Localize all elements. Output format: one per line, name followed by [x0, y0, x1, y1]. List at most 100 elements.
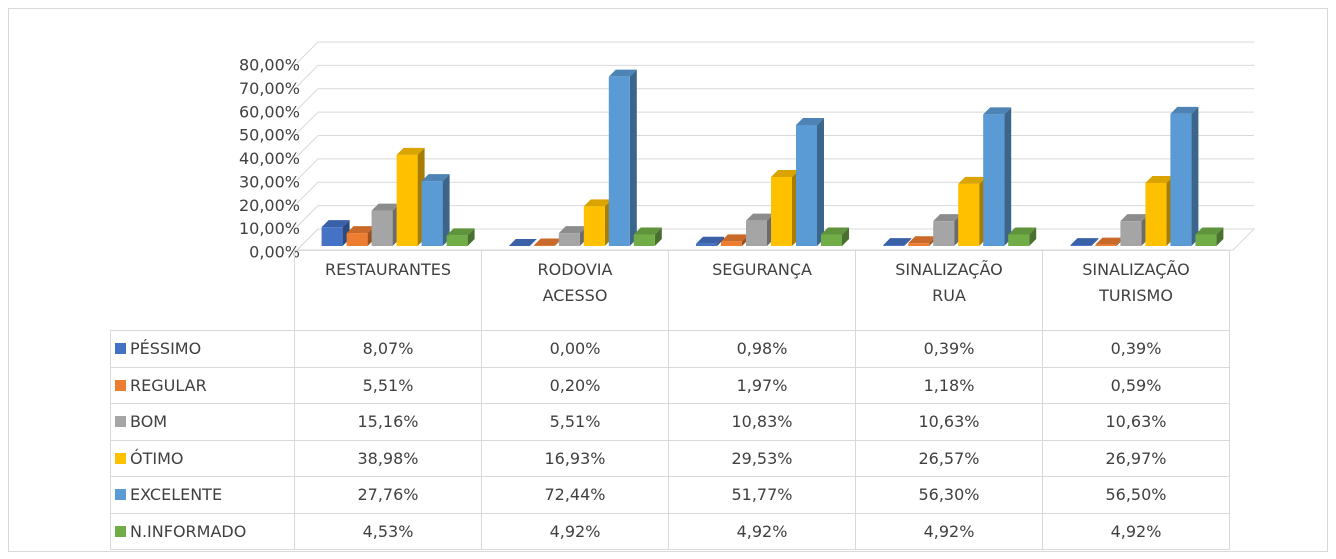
y-tick-label: 10,00%	[239, 219, 300, 238]
bar-top	[771, 169, 799, 177]
legend-label: REGULAR	[130, 375, 207, 395]
bar-side	[817, 117, 824, 246]
bar	[1170, 113, 1192, 247]
bar-side	[1091, 238, 1099, 246]
bar-top	[933, 214, 962, 222]
legend-swatch	[115, 416, 126, 428]
legend-swatch	[115, 452, 126, 464]
bar-top	[421, 174, 450, 182]
value-label: 0,39%	[1042, 330, 1230, 368]
bar-top	[583, 199, 612, 207]
series-row: PÉSSIMO 8,07% 0,00% 0,98% 0,39% 0,39%	[110, 330, 1230, 368]
value-label: 26,97%	[1042, 439, 1230, 477]
bar-top	[371, 203, 400, 211]
bar-top	[1170, 106, 1199, 114]
bar	[883, 245, 905, 246]
category-label: SEGURANÇA	[668, 250, 856, 331]
bar-top	[796, 117, 824, 125]
legend-swatch	[115, 343, 126, 355]
legend-swatch	[115, 525, 126, 537]
bar	[608, 76, 630, 246]
grid-line	[296, 181, 1254, 204]
grid-line	[296, 158, 1254, 181]
bar-side	[1191, 106, 1199, 247]
bar	[696, 243, 717, 246]
value-label: 4,92%	[668, 512, 856, 550]
bar-side	[1029, 227, 1037, 246]
value-label: 0,98%	[668, 330, 856, 368]
legend-label: N.INFORMADO	[130, 521, 247, 541]
header-row: RESTAURANTES RODOVIA ACESSO SEGURANÇA SINAL…	[110, 250, 1230, 331]
bar-top	[508, 239, 537, 246]
bar-top	[883, 238, 912, 246]
bar	[371, 210, 393, 246]
grid-line	[296, 88, 1254, 111]
value-label: 26,57%	[855, 439, 1043, 477]
bar	[1145, 182, 1167, 246]
value-label: 72,44%	[481, 476, 669, 514]
y-tick-label: 70,00%	[239, 79, 300, 98]
bar-top	[1095, 237, 1124, 245]
series-row: BOM 15,16% 5,51% 10,83% 10,63% 10,63%	[110, 403, 1230, 441]
bar-top	[821, 227, 849, 235]
value-label: 0,59%	[1042, 366, 1230, 404]
y-tick-label: 30,00%	[239, 172, 300, 191]
bar-top	[346, 226, 375, 234]
series-row: REGULAR 5,51% 0,20% 1,97% 1,18% 0,59%	[110, 366, 1230, 404]
legend-cell: REGULAR	[110, 366, 295, 404]
bar	[1095, 244, 1117, 246]
value-label: 4,92%	[481, 512, 669, 550]
bar	[321, 227, 343, 246]
bar	[346, 233, 368, 246]
bar-top	[958, 176, 987, 184]
bar-side	[629, 69, 637, 246]
series-row: N.INFORMADO 4,53% 4,92% 4,92% 4,92% 4,92%	[110, 512, 1230, 550]
bar	[933, 221, 955, 246]
bar	[583, 206, 605, 246]
blank-cell	[110, 250, 295, 331]
category-label: SINALIZAÇÃO TURISMO	[1042, 250, 1230, 331]
value-label: 1,18%	[855, 366, 1043, 404]
bar-top	[446, 228, 475, 236]
value-label: 51,77%	[668, 476, 856, 514]
bar-side	[442, 174, 450, 246]
grid-line	[296, 205, 1254, 227]
bar-top	[1195, 227, 1224, 235]
bar-side	[842, 227, 849, 246]
legend-cell: BOM	[110, 403, 295, 441]
value-label: 0,20%	[481, 366, 669, 404]
bar-top	[696, 236, 724, 244]
bar-top	[321, 220, 350, 228]
bar	[446, 235, 468, 246]
bar	[421, 181, 443, 246]
value-label: 5,51%	[481, 403, 669, 441]
bar-top	[633, 227, 662, 235]
bar-side	[1216, 227, 1224, 246]
legend-cell: N.INFORMADO	[110, 512, 295, 550]
legend-swatch	[115, 489, 126, 501]
data-table: RESTAURANTES RODOVIA ACESSO SEGURANÇA SINAL…	[110, 250, 1230, 550]
bar-side	[654, 227, 662, 246]
grid-line	[296, 64, 1254, 87]
value-label: 10,83%	[668, 403, 856, 441]
bar-side	[717, 236, 724, 246]
bar-top	[1120, 214, 1149, 222]
bar-top	[533, 238, 562, 246]
bar-top	[558, 226, 587, 234]
bar	[958, 183, 980, 246]
value-label: 15,16%	[294, 403, 482, 441]
bar	[771, 176, 792, 246]
grid-line	[296, 111, 1254, 134]
y-tick-label: 80,00%	[239, 56, 300, 75]
bar	[983, 114, 1005, 247]
bar-top	[746, 213, 774, 221]
bar-top	[721, 234, 749, 242]
y-tick-label: 20,00%	[239, 196, 300, 215]
legend-cell: ÓTIMO	[110, 439, 295, 477]
value-label: 16,93%	[481, 439, 669, 477]
grid-line	[296, 41, 1254, 64]
legend-label: PÉSSIMO	[130, 339, 202, 359]
bar	[558, 233, 580, 246]
bar	[746, 220, 767, 246]
